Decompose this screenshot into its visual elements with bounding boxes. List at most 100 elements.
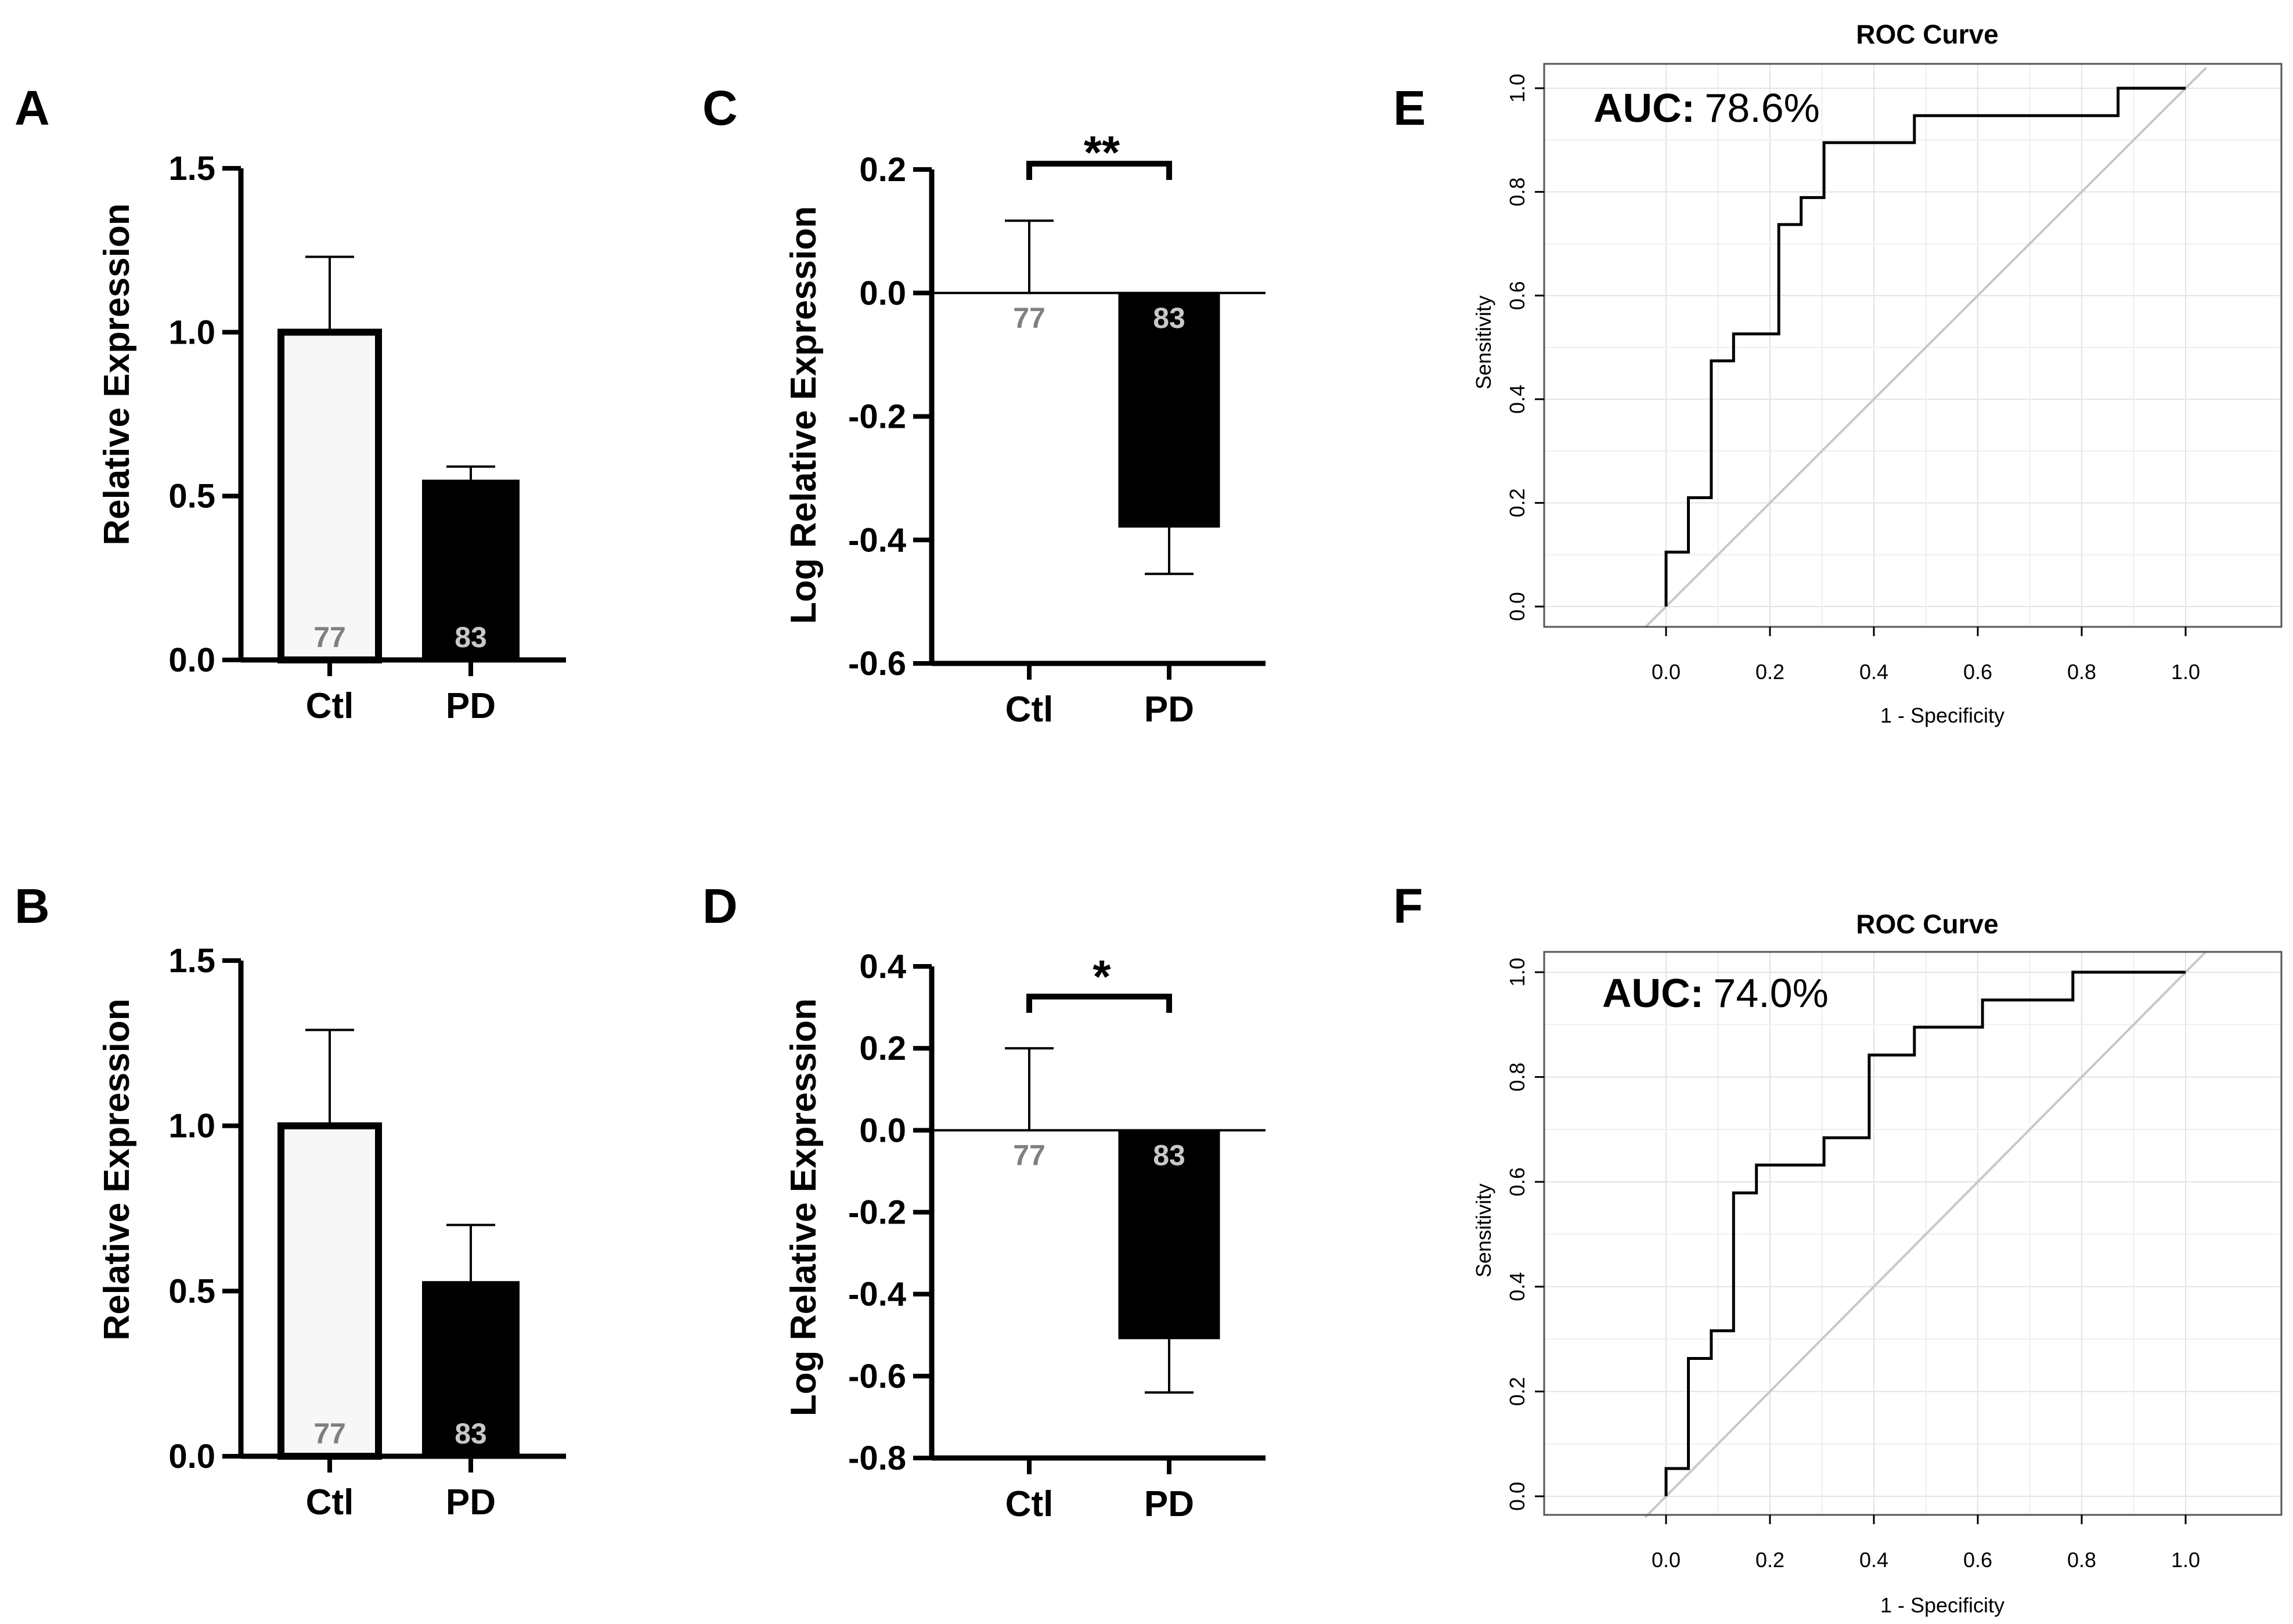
y-tick-label: 0.5 [168, 478, 215, 515]
x-tick-label: 0.4 [1859, 1548, 1888, 1572]
y-axis-label: Relative Expression [97, 203, 137, 545]
y-tick-label: 0.6 [1505, 281, 1529, 310]
bar [277, 1122, 382, 1460]
panel-letter-e: E [1393, 81, 1426, 135]
auc-value: 74.0% [1713, 970, 1828, 1016]
sample-size-label: 77 [313, 1417, 346, 1450]
x-tick-label: 0.6 [1963, 660, 1992, 684]
y-axis-label: Log Relative Expression [784, 998, 824, 1416]
roc-curve-line [1664, 970, 2186, 1496]
y-tick-label: -0.2 [848, 398, 906, 436]
y-tick-label: -0.4 [848, 1276, 906, 1313]
chart-marks: 0.2 0.0 -0.2 -0.4 -0.6 Ctl 77 PD 83 [848, 151, 1266, 730]
auc-annotation: AUC: 74.0% [1602, 970, 1829, 1016]
x-tick-label: PD [446, 1482, 496, 1522]
diagonal-reference-line [1644, 950, 2208, 1518]
y-tick-label: 0.6 [1505, 1167, 1529, 1196]
y-tick-label: 1.5 [168, 150, 215, 187]
y-tick-label: 0.0 [168, 1438, 215, 1475]
significance-marker: ** [1084, 127, 1120, 178]
x-axis-label: 1 - Specificity [1880, 1593, 2004, 1617]
chart-marks: 0.0 0.0 0.2 0.2 0.4 0.4 0.6 0.6 0.8 0.8 1.0 1.0 [1505, 950, 2283, 1572]
x-tick-label: 1.0 [2171, 1548, 2200, 1572]
chart-title: ROC Curve [1856, 909, 1998, 939]
y-tick-label: 0.2 [1505, 1377, 1529, 1406]
y-axis-label: Sensitivity [1472, 295, 1495, 389]
x-axis-label: 1 - Specificity [1880, 703, 2004, 727]
x-tick-label: PD [1144, 1484, 1194, 1524]
y-tick-label: 1.5 [168, 942, 215, 980]
significance-bracket [1026, 161, 1172, 180]
x-tick-label: 0.8 [2067, 660, 2096, 684]
panel-letter-c: C [702, 81, 738, 135]
sample-size-label: 83 [1153, 302, 1185, 334]
chart-marks: 0.0 0.5 1.0 1.5 Ctl 77 PD 83 [168, 942, 566, 1522]
bar [1118, 293, 1220, 528]
bar-chart-panel-b: Relative Expression 0.0 0.5 1.0 1.5 Ctl 77 PD 8… [97, 942, 566, 1522]
panel-letter-a: A [15, 81, 50, 135]
sample-size-label: 77 [313, 621, 346, 654]
y-tick-label: 0.0 [1505, 1482, 1529, 1511]
chart-marks: 0.0 0.0 0.2 0.2 0.4 0.4 0.6 0.6 0.8 0.8 1.0 1.0 [1505, 63, 2283, 684]
y-tick-label: 1.0 [168, 313, 215, 351]
bar-chart-panel-a: Relative Expression 0.0 0.5 1.0 1.5 Ctl 77 PD 8… [97, 150, 566, 726]
x-tick-label: Ctl [1005, 690, 1054, 730]
y-tick-label: -0.6 [848, 645, 906, 683]
x-tick-label: 0.4 [1859, 660, 1888, 684]
roc-chart-panel-f: ROC Curve 1 - Specificity Sensitivity 0.… [1472, 909, 2283, 1617]
bar-chart-panel-c: Log Relative Expression ** 0.2 0.0 -0.2 -0.… [784, 127, 1266, 730]
auc-annotation: AUC: 78.6% [1593, 85, 1820, 131]
y-axis-label: Log Relative Expression [784, 206, 824, 624]
y-tick-label: 0.8 [1505, 1063, 1529, 1092]
y-tick-label: 0.0 [1505, 592, 1529, 621]
x-tick-label: 0.2 [1755, 660, 1784, 684]
sample-size-label: 83 [455, 1417, 487, 1450]
panel-letter-f: F [1393, 879, 1423, 933]
x-tick-label: PD [1144, 690, 1194, 730]
x-tick-label: Ctl [1005, 1484, 1054, 1524]
y-tick-label: 0.2 [1505, 488, 1529, 517]
sample-size-label: 77 [1013, 1139, 1045, 1171]
y-axis-label: Sensitivity [1472, 1183, 1495, 1277]
y-tick-label: 1.0 [1505, 74, 1529, 103]
chart-marks: 0.0 0.5 1.0 1.5 Ctl 77 PD 83 [168, 150, 566, 726]
y-tick-label: 0.8 [1505, 178, 1529, 207]
panel-letter-b: B [15, 879, 50, 933]
y-tick-label: -0.8 [848, 1439, 906, 1477]
y-tick-label: -0.2 [848, 1194, 906, 1232]
y-tick-label: 0.4 [1505, 1272, 1529, 1301]
chart-marks: 0.4 0.2 0.0 -0.2 -0.4 -0.6 -0.8 Ctl 77 PD 83 [848, 948, 1266, 1524]
y-axis-label: Relative Expression [97, 998, 137, 1340]
plot-frame [1543, 951, 2283, 1516]
y-tick-label: 0.4 [859, 948, 906, 986]
plot-frame [1543, 63, 2283, 628]
y-tick-label: 0.2 [859, 151, 906, 189]
x-tick-label: 0.0 [1652, 660, 1681, 684]
x-tick-label: 0.0 [1652, 1548, 1681, 1572]
bar [1118, 1130, 1220, 1340]
auc-value: 78.6% [1704, 85, 1819, 131]
y-tick-label: -0.6 [848, 1358, 906, 1395]
bar [277, 329, 382, 663]
x-tick-label: 1.0 [2171, 660, 2200, 684]
y-tick-label: 1.0 [168, 1107, 215, 1145]
significance-bracket [1026, 994, 1172, 1013]
y-tick-label: 0.2 [859, 1030, 906, 1067]
auc-label: AUC: [1602, 970, 1704, 1016]
diagonal-reference-line [1644, 66, 2208, 629]
sample-size-label: 77 [1013, 302, 1045, 334]
x-tick-label: 0.2 [1755, 1548, 1784, 1572]
x-tick-label: 0.8 [2067, 1548, 2096, 1572]
sample-size-label: 83 [455, 621, 487, 654]
x-tick-label: Ctl [306, 1482, 354, 1522]
sample-size-label: 83 [1153, 1139, 1185, 1171]
panel-letter-d: D [702, 879, 738, 933]
bar-chart-panel-d: Log Relative Expression * 0.40.20.0-0.2-… [784, 948, 1266, 1524]
y-tick-label: 0.0 [859, 1111, 906, 1149]
x-tick-label: 0.6 [1963, 1548, 1992, 1572]
y-tick-label: 0.0 [168, 641, 215, 679]
y-tick-label: 0.5 [168, 1272, 215, 1310]
bar [422, 479, 520, 660]
y-tick-label: 1.0 [1505, 958, 1529, 987]
